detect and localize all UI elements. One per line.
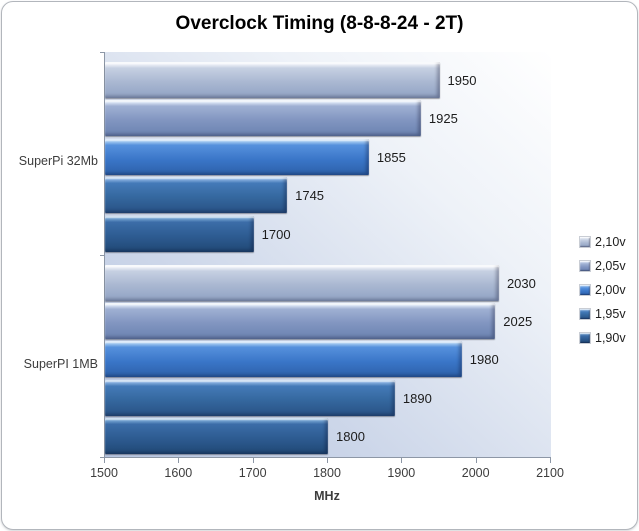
bar-SuperPI-1MB-2,00v	[105, 341, 462, 378]
bar-SuperPi-32Mb-2,10v	[105, 62, 440, 98]
bar-SuperPI-1MB-2,05v	[105, 302, 496, 339]
x-axis-tick-label: 1800	[313, 466, 341, 480]
legend-swatch-icon	[579, 308, 591, 320]
x-axis-tick-label: 1500	[90, 466, 118, 480]
y-axis-tick	[100, 457, 105, 458]
x-axis-tick	[401, 458, 403, 463]
x-axis-tick	[178, 458, 180, 463]
bar-value-label: 1890	[402, 390, 432, 406]
legend-label: 2,10v	[595, 235, 626, 249]
legend-entry-2,00v: 2,00v	[579, 278, 626, 302]
x-axis-tick-label: 2100	[536, 466, 564, 480]
bar-SuperPI-1MB-1,95v	[105, 379, 395, 416]
x-axis-tick-label: 1700	[238, 466, 267, 480]
x-axis-label: MHz	[314, 489, 340, 503]
bar-value-label: 1855	[376, 149, 406, 165]
chart-title: Overclock Timing (8-8-8-24 - 2T)	[175, 13, 464, 34]
y-axis-tick	[100, 52, 105, 53]
bar-value-label: 1745	[295, 188, 325, 204]
bar-value-label: 2025	[503, 313, 533, 329]
bar-SuperPi-32Mb-2,05v	[105, 100, 421, 137]
legend-swatch-icon	[579, 236, 591, 248]
legend-entry-1,95v: 1,95v	[579, 302, 626, 326]
bar-SuperPi-32Mb-1,95v	[105, 177, 288, 214]
legend-label: 1,95v	[595, 307, 626, 321]
legend-entry-1,90v: 1,90v	[579, 326, 626, 350]
legend-label: 1,90v	[595, 331, 626, 345]
x-axis-tick	[252, 458, 254, 463]
x-axis-tick	[475, 458, 477, 463]
legend-swatch-icon	[579, 260, 591, 272]
x-axis-tick-label: 2000	[461, 466, 490, 480]
bar-value-label: 1700	[261, 226, 291, 242]
category-label-1: SuperPI 1MB	[23, 356, 98, 371]
legend-swatch-icon	[579, 332, 591, 344]
bar-value-label: 1800	[336, 429, 365, 445]
x-axis-tick	[104, 458, 105, 463]
bar-SuperPi-32Mb-1,90v	[105, 215, 254, 252]
category-label-0: SuperPi 32Mb	[18, 154, 98, 169]
bar-value-label: 2030	[506, 275, 536, 291]
bar-SuperPI-1MB-1,90v	[105, 418, 328, 455]
legend-label: 2,00v	[595, 283, 626, 297]
bar-value-label: 1925	[428, 111, 458, 127]
x-axis-tick-label: 1600	[164, 466, 193, 480]
bar-value-label: 1980	[469, 352, 499, 368]
legend-entry-2,05v: 2,05v	[579, 254, 626, 278]
bar-SuperPi-32Mb-2,00v	[105, 138, 369, 175]
bar-SuperPI-1MB-2,10v	[105, 264, 499, 301]
y-axis-tick	[100, 254, 105, 256]
x-axis-tick	[327, 458, 328, 463]
legend-swatch-icon	[579, 284, 591, 296]
x-axis-tick	[550, 458, 551, 463]
x-axis-tick-label: 1900	[387, 466, 416, 480]
bar-value-label: 1950	[447, 73, 477, 88]
legend-label: 2,05v	[595, 259, 626, 273]
legend-entry-2,10v: 2,10v	[579, 230, 626, 254]
